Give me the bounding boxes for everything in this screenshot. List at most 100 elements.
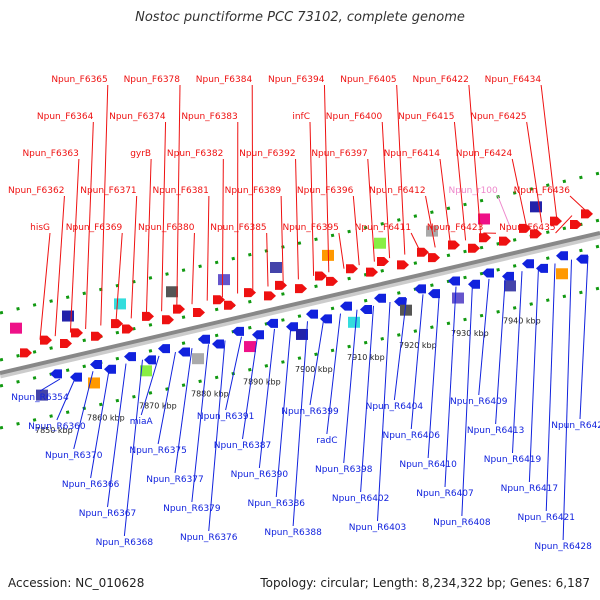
- reverse-gene-connector: [343, 309, 358, 464]
- forward-gene-arrow: [315, 271, 327, 281]
- domain-box: [556, 268, 568, 280]
- reverse-gene-arrow: [360, 305, 372, 314]
- forward-gene-label: Npun_F6411: [355, 223, 411, 233]
- reverse-gene-connector: [579, 255, 589, 420]
- forward-gene-connector: [540, 84, 558, 220]
- reverse-gene-label: Npun_R6370: [45, 451, 103, 461]
- reverse-gene-label: Npun_R6410: [399, 460, 457, 470]
- reverse-gene-label: Npun_R6388: [264, 528, 322, 538]
- genome-summary: Topology: circular; Length: 8,234,322 bp…: [260, 576, 590, 590]
- forward-gene-connector: [323, 84, 330, 273]
- forward-gene-arrow: [91, 331, 103, 341]
- forward-gene-label: Npun_F6424: [456, 149, 513, 159]
- forward-gene-arrow: [346, 264, 358, 274]
- forward-gene-arrow: [428, 253, 440, 263]
- reverse-gene-arrow: [576, 254, 588, 264]
- reverse-gene-arrow: [212, 339, 224, 349]
- forward-gene-connector: [54, 195, 65, 337]
- forward-gene-label: Npun_F6415: [398, 112, 454, 122]
- reverse-gene-arrow: [448, 276, 460, 286]
- reverse-gene-arrow: [536, 263, 548, 273]
- forward-gene-connector: [115, 232, 123, 322]
- reverse-gene-arrow: [374, 293, 386, 303]
- reverse-gene-connector: [157, 351, 176, 445]
- scale-label: 7910 kbp: [347, 353, 385, 362]
- reverse-gene-arrow: [232, 326, 244, 336]
- forward-gene-arrow: [244, 288, 256, 298]
- forward-gene-arrow: [519, 223, 531, 233]
- reverse-gene-label: Npun_R6404: [366, 402, 424, 412]
- forward-gene-connector: [221, 158, 224, 298]
- forward-gene-connector: [191, 232, 195, 305]
- reverse-gene-arrow: [104, 364, 116, 374]
- reverse-gene-connector: [309, 317, 325, 406]
- forward-gene-arrow: [111, 319, 123, 329]
- forward-gene-label: Npun_F6378: [124, 75, 181, 85]
- forward-gene-arrow: [71, 328, 83, 338]
- reverse-gene-label: Npun_R6379: [163, 504, 221, 514]
- reverse-gene-connector: [191, 344, 209, 503]
- reverse-gene-arrow: [320, 314, 332, 324]
- reverse-gene-connector: [242, 332, 259, 440]
- scale-label: 7860 kbp: [87, 414, 125, 423]
- forward-gene-connector: [69, 158, 80, 333]
- reverse-gene-label: Npun_R6366: [62, 480, 120, 490]
- reverse-gene-connector: [326, 313, 341, 435]
- domain-box: [62, 310, 74, 322]
- forward-gene-connector: [453, 121, 467, 241]
- forward-gene-label: Npun_F6435: [499, 223, 555, 233]
- forward-gene-label: Npun_F6400: [326, 112, 383, 122]
- forward-gene-connector: [176, 84, 181, 308]
- forward-gene-arrow: [40, 335, 52, 345]
- scale-label: 7870 kbp: [139, 402, 177, 411]
- scale-label: 7900 kbp: [295, 365, 333, 374]
- reverse-gene-label: Npun_R6360: [28, 422, 86, 432]
- forward-outer-ticks: [0, 171, 600, 315]
- reverse-gene-arrow: [90, 360, 102, 369]
- forward-gene-connector: [468, 84, 482, 237]
- reverse-gene-arrow: [144, 355, 156, 365]
- forward-gene-arrow: [479, 233, 491, 243]
- reverse-gene-label: Npun_R6354: [11, 393, 69, 403]
- forward-gene-label: Npun_F6384: [196, 75, 253, 85]
- reverse-gene-connector: [107, 363, 127, 508]
- forward-gene-arrow: [162, 315, 174, 325]
- scale-label: 7890 kbp: [243, 377, 281, 386]
- reverse-gene-label: Npun_R6413: [467, 426, 525, 436]
- reverse-gene-arrow: [306, 309, 318, 319]
- forward-gene-label: Npun_F6365: [51, 75, 107, 85]
- reverse-gene-connector: [275, 325, 292, 498]
- forward-gene-arrow: [224, 300, 236, 310]
- forward-gene-label: Npun_F6423: [427, 223, 483, 233]
- reverse-gene-connector: [444, 286, 457, 488]
- reverse-gene-arrow: [414, 284, 426, 294]
- reverse-gene-arrow: [340, 301, 352, 311]
- forward-gene-label: Npun_F6385: [210, 223, 266, 233]
- domain-box: [270, 262, 282, 273]
- reverse-gene-label: Npun_R6428: [534, 542, 592, 552]
- reverse-gene-connector: [292, 321, 308, 527]
- forward-gene-label: Npun_F6412: [369, 186, 425, 196]
- reverse-gene-label: Npun_R6398: [315, 465, 373, 475]
- forward-gene-arrow: [581, 209, 593, 219]
- domain-box: [36, 389, 48, 401]
- reverse-gene-arrow: [468, 279, 480, 289]
- reverse-gene-label: Npun_R6368: [96, 538, 154, 548]
- forward-gene-arrow: [448, 240, 460, 250]
- reverse-gene-connector: [512, 271, 523, 454]
- reverse-gene-label: Npun_R6386: [247, 499, 305, 509]
- forward-gene-label: Npun_F6434: [485, 75, 542, 85]
- forward-gene-arrow: [468, 243, 480, 253]
- reverse-gene-label: Npun_R6406: [382, 431, 440, 441]
- forward-gene-connector: [85, 121, 94, 330]
- reverse-gene-label: Npun_R6419: [484, 455, 542, 465]
- forward-gene-label: infC: [292, 112, 310, 122]
- forward-gene-label: Npun_F6389: [225, 186, 282, 196]
- forward-gene-connector: [569, 195, 588, 213]
- forward-gene-arrow: [570, 220, 582, 229]
- forward-gene-label: Npun_r100: [449, 186, 499, 196]
- reverse-gene-connector: [225, 336, 242, 411]
- forward-gene-arrow: [60, 339, 72, 348]
- reverse-gene-label: Npun_R6399: [281, 407, 339, 417]
